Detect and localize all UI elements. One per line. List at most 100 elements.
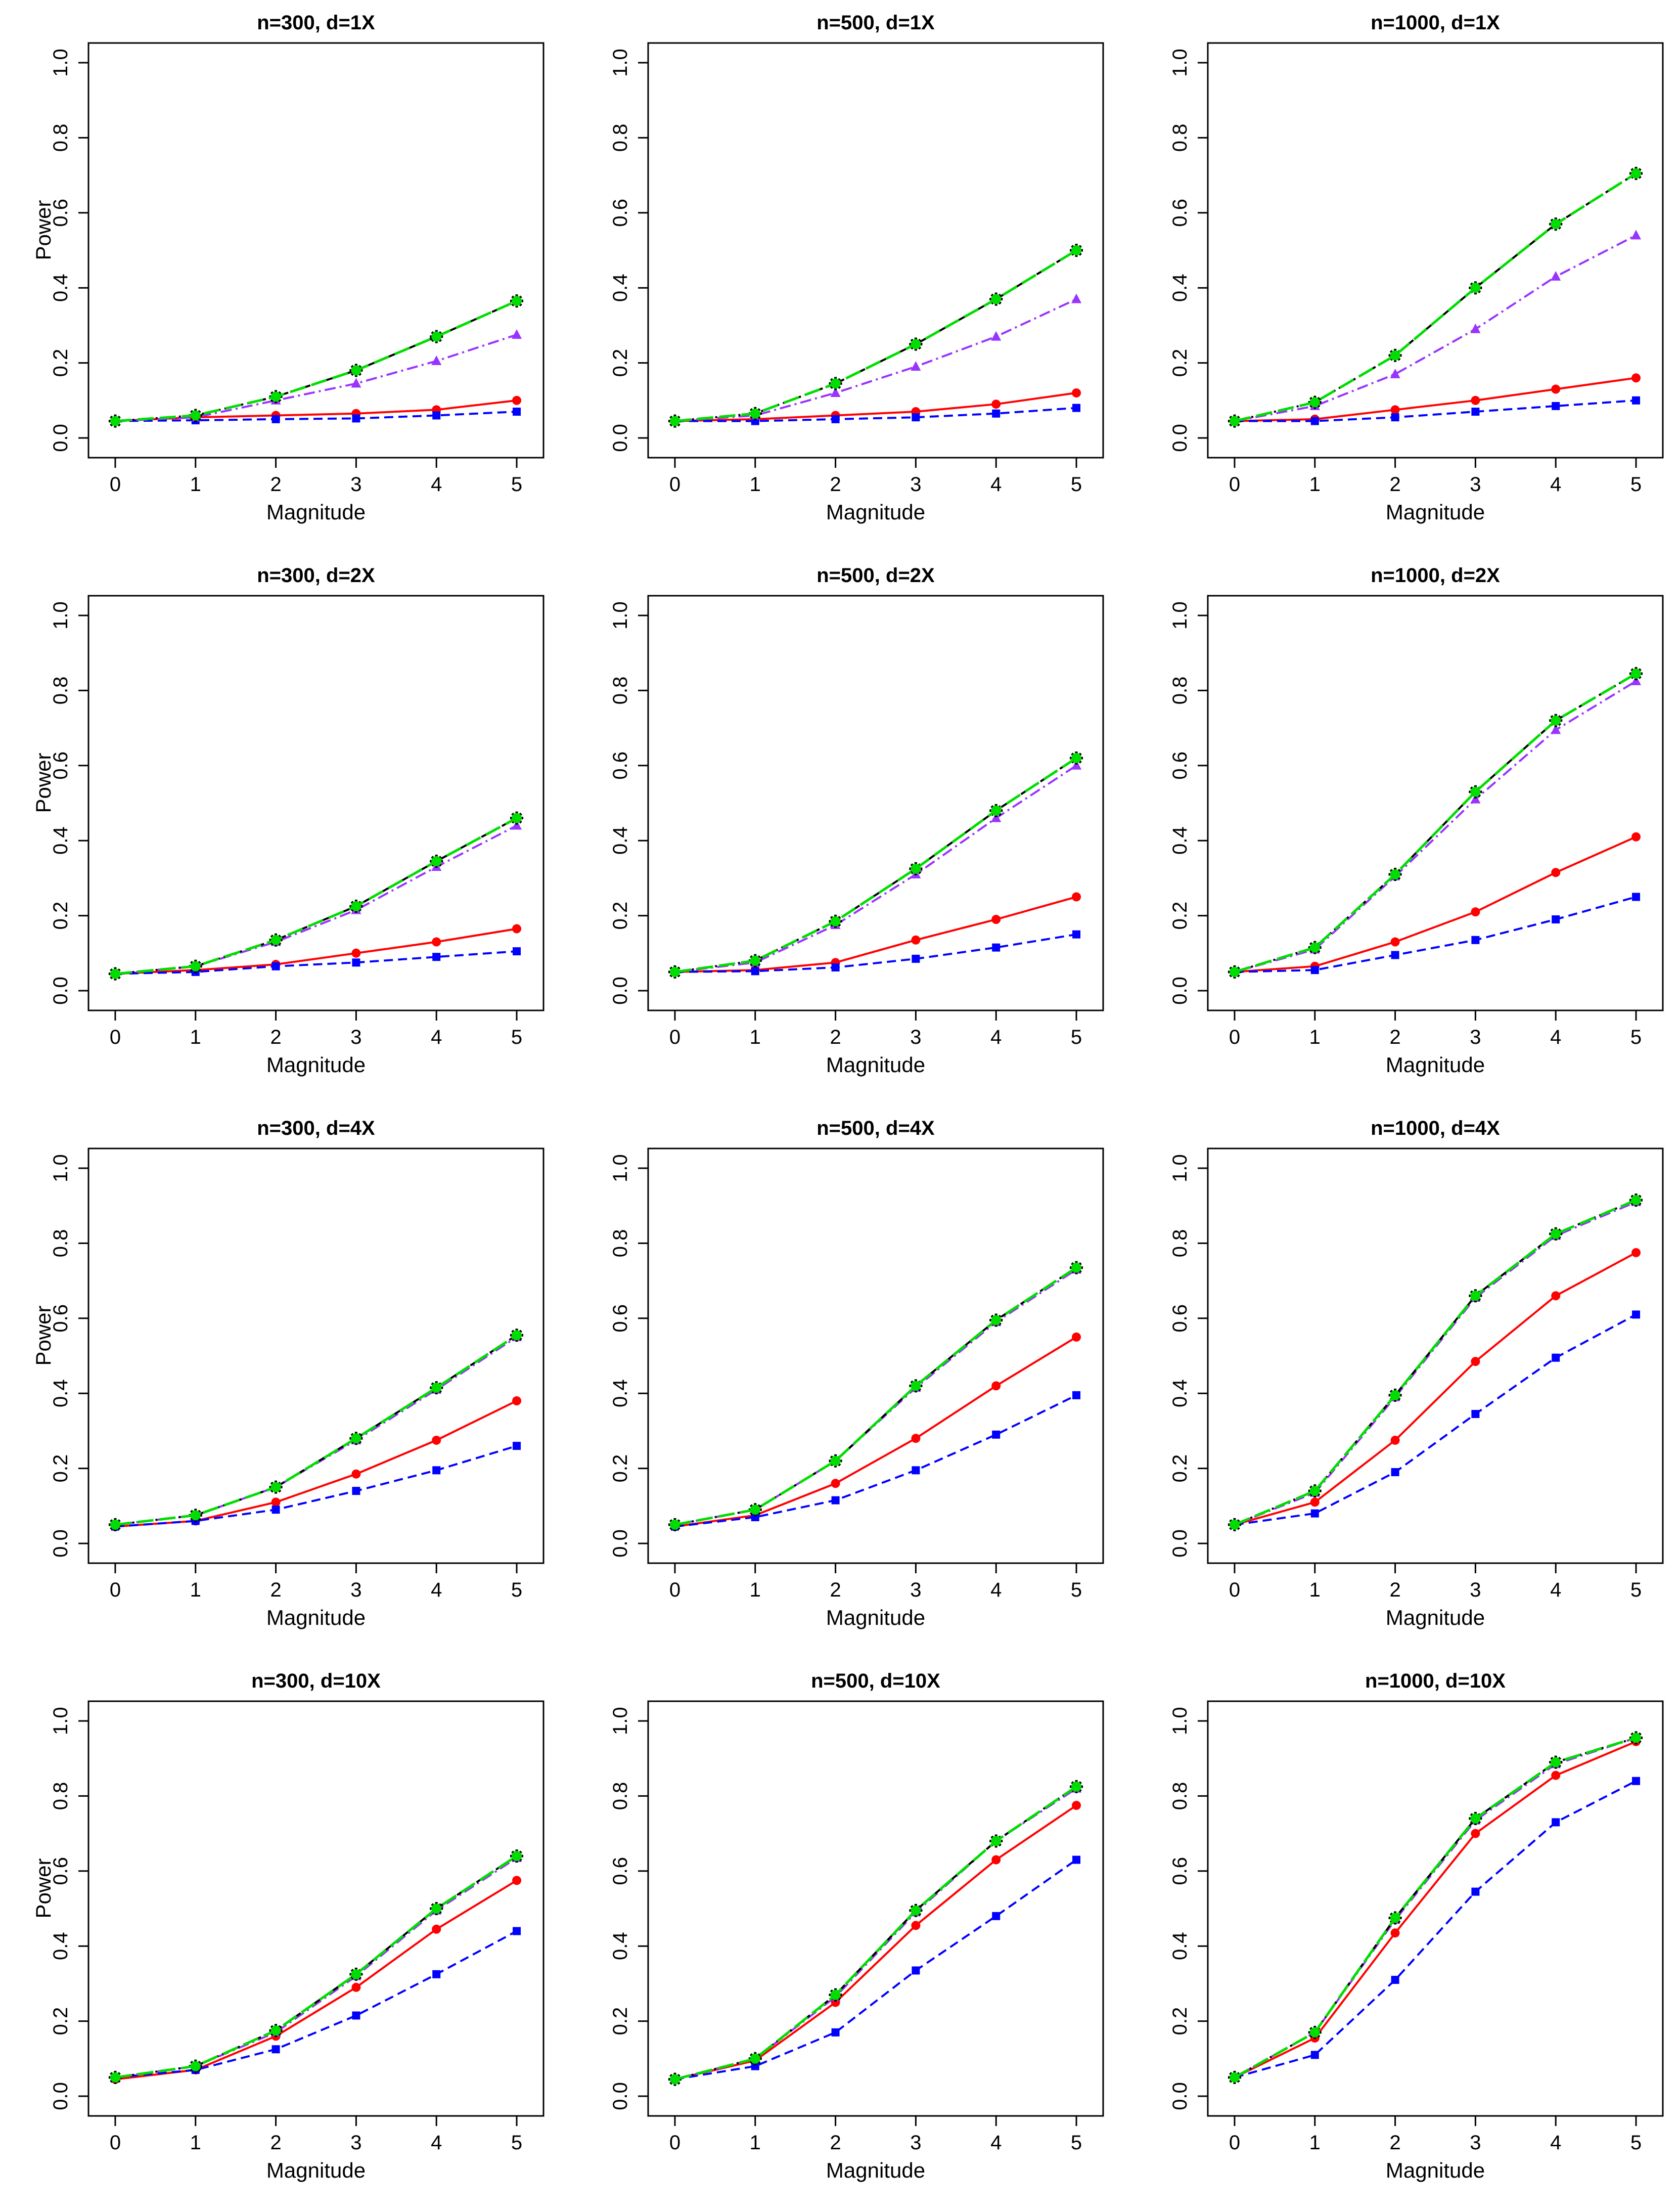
- series_3-point-4: [991, 331, 1002, 341]
- series_5-point-3: [911, 1905, 921, 1916]
- y-tick-label: 0.8: [50, 677, 72, 705]
- y-axis: 0.0 0.2 0.4 0.6 0.8 1.0: [50, 601, 89, 1005]
- x-tick-label: 4: [431, 2132, 442, 2154]
- series_3-point-5: [1631, 230, 1642, 240]
- series_2-series: [670, 1855, 1081, 2084]
- x-axis: 0 1 2 3 4 5: [1229, 2115, 1642, 2154]
- series_1-line: [115, 1879, 518, 2081]
- y-axis: 0.0 0.2 0.4 0.6 0.8 1.0: [1169, 49, 1209, 452]
- x-tick-label: 0: [110, 473, 121, 496]
- series_2-point-2: [1391, 1975, 1399, 1984]
- series_2-line: [675, 407, 1077, 422]
- series_5-point-2: [830, 378, 841, 389]
- series_5-series: [110, 296, 522, 426]
- y-tick-label: 0.4: [50, 1379, 72, 1407]
- series_5-point-5: [1071, 1781, 1082, 1792]
- y-tick-label: 0.0: [609, 977, 631, 1005]
- series_1-point-3: [1471, 907, 1480, 917]
- x-tick-label: 2: [270, 473, 281, 496]
- x-tick-label: 4: [431, 1579, 442, 1601]
- series_1-line: [115, 927, 517, 975]
- x-axis-label: Magnitude: [1386, 500, 1485, 524]
- y-tick-label: 0.8: [1169, 677, 1191, 705]
- x-tick-label: 0: [1229, 1026, 1240, 1048]
- series_1-point-1: [1310, 1497, 1320, 1507]
- series_2-point-4: [992, 409, 1001, 418]
- series_5-point-5: [1071, 1262, 1082, 1273]
- plot-frame: [87, 42, 544, 459]
- y-tick-label: 0.2: [50, 902, 72, 930]
- series_3-point-3: [1470, 323, 1481, 333]
- chart-panel: n=500, d=2X0 1 2 3 4 5Magnitude0.00.20.40.60.…: [609, 564, 1104, 1077]
- series_3-point-3: [1470, 793, 1481, 804]
- y-tick-label: 1.0: [609, 49, 631, 77]
- series_3-line: [1234, 680, 1637, 973]
- series_5-series: [1229, 168, 1642, 426]
- series_2-point-4: [432, 1466, 441, 1475]
- y-tick-label: 0.0: [609, 424, 631, 452]
- series_5-series: [110, 1330, 522, 1530]
- series_3-point-3: [911, 361, 921, 371]
- series_5-point-4: [1551, 219, 1561, 230]
- plot-frame: [647, 1147, 1104, 1564]
- series_3-line: [674, 1787, 1077, 2081]
- plot-frame: [1207, 42, 1664, 459]
- x-tick-label: 1: [1309, 473, 1321, 496]
- series_5-point-2: [830, 916, 841, 926]
- series_5-point-4: [991, 294, 1002, 304]
- chart-panel: n=1000, d=10X 0 1 2 3 4 5 Magnitude 0.0 0.2 0.4 0.6…: [1169, 1670, 1664, 2182]
- series_5-series: [669, 1262, 1082, 1530]
- x-axis: 0 1 2 3 4 5: [1229, 1009, 1642, 1048]
- x-tick-label: 2: [830, 473, 841, 496]
- x-tick-label: 3: [350, 473, 361, 496]
- series_5-point-3: [1470, 283, 1481, 293]
- series_3-point-2: [830, 387, 841, 397]
- series_1-line: [1234, 1740, 1637, 2078]
- series_2-point-2: [831, 1496, 840, 1505]
- x-tick-label: 0: [110, 1026, 121, 1048]
- plot-frame: [647, 1700, 1104, 2117]
- plot-frame: [647, 595, 1104, 1011]
- chart-title: n=1000, d=2X: [1371, 564, 1500, 587]
- series_1-point-5: [512, 395, 522, 405]
- x-axis-label: Magnitude: [826, 500, 925, 524]
- series_1-series: [110, 1876, 522, 2084]
- series_5-point-0: [669, 1519, 680, 1530]
- series_5-point-0: [1229, 1519, 1240, 1530]
- chart-panel: n=300, d=4X0 1 2 3 4 5Magnitude0.00.20.40.60.…: [31, 1117, 544, 1629]
- x-tick-label: 2: [1389, 473, 1400, 496]
- y-axis: 0.0 0.2 0.4 0.6 0.8 1.0: [50, 1707, 89, 2110]
- series_5-point-5: [1631, 168, 1642, 179]
- series_4-line: [1234, 1199, 1637, 1526]
- series_5-point-1: [750, 1505, 760, 1515]
- series_1-point-4: [432, 937, 441, 947]
- series_4-series: [668, 1261, 1083, 1531]
- series_5-point-5: [512, 1851, 522, 1862]
- y-axis: 0.0 0.2 0.4 0.6 0.8 1.0: [609, 49, 649, 452]
- y-tick-label: 0.0: [1169, 1529, 1191, 1558]
- series_3-series: [110, 1331, 522, 1529]
- y-axis: 0.0 0.2 0.4 0.6 0.8 1.0: [1169, 1154, 1209, 1558]
- series_2-point-5: [1632, 1310, 1641, 1319]
- y-tick-label: 1.0: [1169, 1707, 1191, 1735]
- y-tick-label: 0.0: [609, 1529, 631, 1558]
- series_5-point-0: [1229, 966, 1240, 977]
- series_3-series: [110, 329, 522, 425]
- series_1-point-3: [1471, 1829, 1480, 1838]
- series_2-point-3: [912, 413, 920, 422]
- series_5-line: [674, 1785, 1077, 2081]
- series_5-series: [669, 753, 1082, 977]
- series_2-series: [1230, 1777, 1641, 2082]
- series_5-point-2: [270, 391, 281, 402]
- chart-panel: n=1000, d=1X0 1 2 3 4 5Magnitude0.00.20.40.60…: [1169, 12, 1664, 524]
- series_5-point-4: [431, 856, 442, 867]
- series_4-series: [1228, 667, 1643, 979]
- y-tick-label: 0.4: [50, 274, 72, 302]
- y-tick-label: 0.8: [609, 124, 631, 152]
- y-tick-label: 1.0: [50, 49, 72, 77]
- y-tick-label: 0.2: [609, 902, 631, 930]
- series_3-line: [115, 333, 517, 422]
- x-tick-label: 3: [350, 2132, 361, 2154]
- series_3-line: [674, 765, 1077, 973]
